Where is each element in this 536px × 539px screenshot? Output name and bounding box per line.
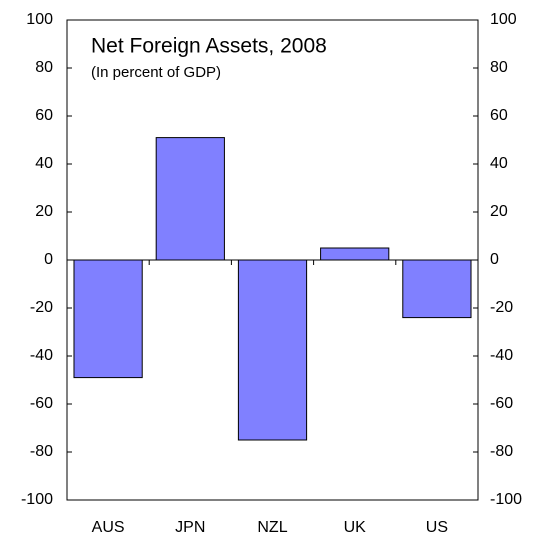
y2-tick-label: -20 — [490, 299, 513, 316]
y-tick-label: 100 — [26, 11, 53, 28]
y2-tick-label: 20 — [490, 203, 508, 220]
bar — [402, 259, 472, 319]
chart-title: Net Foreign Assets, 2008 — [91, 35, 327, 58]
x-tick-label: UK — [344, 519, 367, 536]
y-tick-label: -40 — [30, 347, 53, 364]
y-tick-label: 40 — [35, 155, 53, 172]
y-tick-label: -80 — [30, 443, 53, 460]
bar — [155, 137, 225, 261]
y2-tick-label: 0 — [490, 251, 499, 268]
y2-tick-label: -80 — [490, 443, 513, 460]
chart-subtitle: (In percent of GDP) — [91, 64, 221, 81]
y-tick-label: 20 — [35, 203, 53, 220]
y2-tick-label: 80 — [490, 59, 508, 76]
x-tick-label: NZL — [257, 519, 287, 536]
x-tick-label: JPN — [175, 519, 205, 536]
y2-tick-label: 100 — [490, 11, 517, 28]
y2-tick-label: -100 — [490, 491, 522, 508]
bar — [237, 259, 308, 441]
y-tick-label: 80 — [35, 59, 53, 76]
y-tick-label: 0 — [44, 251, 53, 268]
y-tick-label: 60 — [35, 107, 53, 124]
x-tick-label: AUS — [92, 519, 125, 536]
y-tick-label: -60 — [30, 395, 53, 412]
y-tick-label: -100 — [21, 491, 53, 508]
y2-tick-label: 60 — [490, 107, 508, 124]
y-tick-label: -20 — [30, 299, 53, 316]
y2-tick-label: 40 — [490, 155, 508, 172]
y2-tick-label: -40 — [490, 347, 513, 364]
x-tick-label: US — [426, 519, 448, 536]
y2-tick-label: -60 — [490, 395, 513, 412]
bar — [73, 259, 143, 379]
bar — [320, 247, 390, 261]
